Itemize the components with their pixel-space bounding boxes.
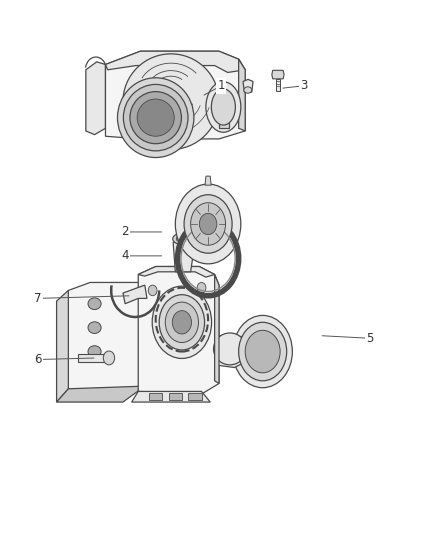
- Polygon shape: [138, 266, 219, 394]
- Ellipse shape: [123, 54, 219, 150]
- Circle shape: [165, 302, 198, 343]
- Polygon shape: [138, 266, 215, 277]
- Text: 2: 2: [121, 225, 129, 238]
- Polygon shape: [243, 79, 253, 92]
- Text: 5: 5: [366, 332, 373, 345]
- Ellipse shape: [124, 84, 188, 151]
- Ellipse shape: [176, 235, 190, 243]
- Polygon shape: [57, 290, 68, 402]
- Text: 3: 3: [300, 79, 308, 92]
- Circle shape: [239, 322, 287, 381]
- Polygon shape: [68, 282, 145, 395]
- Circle shape: [152, 286, 212, 359]
- Polygon shape: [173, 237, 195, 272]
- Polygon shape: [123, 285, 147, 304]
- Ellipse shape: [117, 78, 194, 158]
- Polygon shape: [57, 386, 145, 402]
- Circle shape: [245, 330, 280, 373]
- Ellipse shape: [244, 87, 252, 93]
- Polygon shape: [276, 79, 280, 91]
- Text: 1: 1: [217, 79, 225, 92]
- Polygon shape: [215, 274, 219, 383]
- Text: 6: 6: [34, 353, 42, 366]
- Ellipse shape: [88, 346, 101, 358]
- Circle shape: [199, 213, 217, 235]
- Circle shape: [197, 282, 206, 293]
- Polygon shape: [132, 391, 210, 402]
- Polygon shape: [188, 393, 201, 400]
- Polygon shape: [215, 336, 245, 368]
- Circle shape: [148, 285, 157, 296]
- Circle shape: [184, 195, 232, 253]
- Circle shape: [175, 184, 241, 264]
- Text: 7: 7: [34, 292, 42, 305]
- Polygon shape: [219, 122, 229, 128]
- Circle shape: [103, 351, 115, 365]
- Circle shape: [159, 295, 205, 350]
- Polygon shape: [106, 51, 245, 72]
- Polygon shape: [78, 354, 109, 362]
- Ellipse shape: [130, 92, 181, 144]
- Ellipse shape: [206, 82, 241, 132]
- Polygon shape: [169, 393, 182, 400]
- Polygon shape: [239, 59, 245, 131]
- Circle shape: [172, 311, 191, 334]
- Ellipse shape: [212, 89, 235, 125]
- Text: 4: 4: [121, 249, 129, 262]
- Polygon shape: [149, 393, 162, 400]
- Circle shape: [233, 316, 292, 387]
- Ellipse shape: [88, 322, 101, 334]
- Ellipse shape: [88, 298, 101, 310]
- Ellipse shape: [214, 333, 246, 365]
- Polygon shape: [86, 62, 106, 135]
- Circle shape: [191, 203, 226, 245]
- Ellipse shape: [137, 99, 174, 136]
- Polygon shape: [205, 176, 211, 185]
- Ellipse shape: [173, 233, 194, 245]
- Polygon shape: [106, 51, 245, 139]
- Polygon shape: [272, 70, 284, 79]
